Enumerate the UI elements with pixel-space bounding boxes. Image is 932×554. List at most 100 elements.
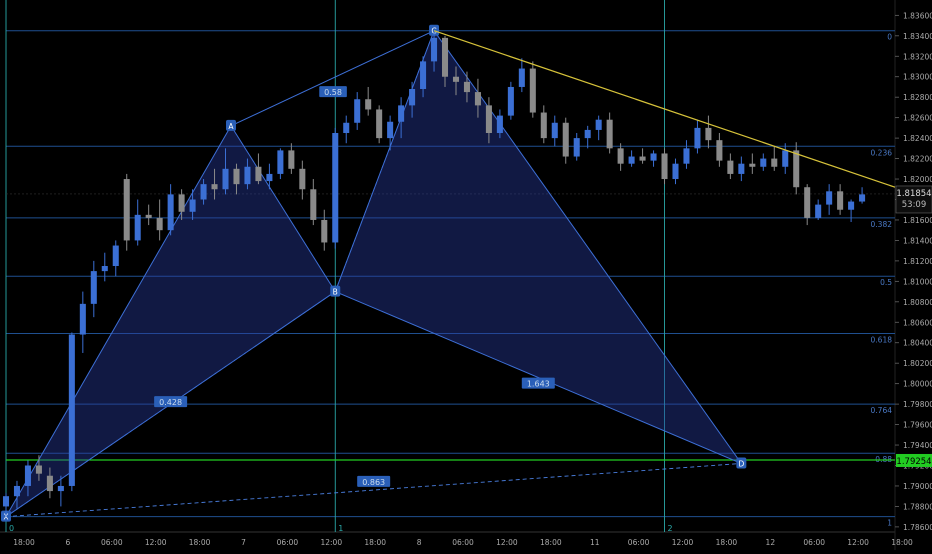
candle-body <box>255 166 262 182</box>
candle-body <box>771 158 778 167</box>
time-tick-label: 11 <box>590 538 600 547</box>
candle-body <box>277 150 284 174</box>
candle-body <box>639 156 646 161</box>
pattern-ratio-label: 1.643 <box>527 380 550 389</box>
price-tick-label: 1.80200 <box>903 359 932 368</box>
candle-body <box>101 266 108 272</box>
pattern-ratio-badge <box>319 86 347 98</box>
candle-body <box>441 37 449 77</box>
candle-body <box>24 465 31 486</box>
candle-body <box>859 194 866 202</box>
candle-body <box>749 163 756 167</box>
pattern-line-ac <box>230 30 435 127</box>
candle-body <box>562 122 569 157</box>
target-price-label <box>896 453 932 467</box>
candle-body <box>595 119 602 130</box>
candlesticks <box>2 30 866 517</box>
time-tick-label: 18:00 <box>189 538 211 547</box>
candle-body <box>804 187 811 218</box>
candle-body <box>650 153 657 161</box>
candle-body <box>727 160 734 174</box>
pattern-ratio-label: 0.58 <box>324 88 342 97</box>
candle-body <box>376 109 383 139</box>
pattern-ratio-badge <box>357 475 391 487</box>
candle-body <box>485 105 492 133</box>
pattern-ratio-label: 0.428 <box>159 398 182 407</box>
current-price-text: 1.81854 <box>896 189 931 199</box>
price-tick-label: 1.79600 <box>903 421 932 430</box>
pattern-point-badge <box>429 24 440 36</box>
price-tick-label: 1.80000 <box>903 380 932 389</box>
candle-body <box>189 199 196 212</box>
price-tick-label: 1.80400 <box>903 339 932 348</box>
candle-body <box>35 465 42 474</box>
candle-body <box>167 194 174 231</box>
candle-body <box>211 184 218 190</box>
time-tick-label: 8 <box>417 538 422 547</box>
candle-body <box>79 303 86 335</box>
pattern-point-label: B <box>333 288 338 297</box>
candle-body <box>123 179 130 241</box>
candle-body <box>200 184 207 200</box>
fib-level-label: 0.382 <box>871 220 893 229</box>
candle-body <box>661 153 668 180</box>
time-tick-label: 7 <box>241 538 246 547</box>
candle-body <box>716 140 723 161</box>
candle-body <box>584 129 591 139</box>
fib-level-label: 0.764 <box>871 406 893 415</box>
current-price-label <box>895 185 932 214</box>
candle-body <box>57 485 64 492</box>
time-tick-label: 12:00 <box>496 538 518 547</box>
fib-level-label: 1 <box>887 519 892 528</box>
price-tick-label: 1.83600 <box>903 11 932 20</box>
candle-body <box>782 150 789 167</box>
time-tick-label: 6 <box>66 538 71 547</box>
candle-body <box>266 173 273 182</box>
time-marker-label: 0 <box>9 524 14 533</box>
candle-body <box>343 122 350 133</box>
time-tick-label: 06:00 <box>277 538 299 547</box>
trendline[interactable] <box>433 30 896 188</box>
candle-body <box>529 68 536 113</box>
candle-body <box>46 475 53 492</box>
candle-body <box>518 68 525 87</box>
candle-body <box>321 219 328 243</box>
candle-body <box>848 201 855 210</box>
candle-body <box>178 194 185 212</box>
candle-body <box>222 168 229 190</box>
price-tick-label: 1.83200 <box>903 52 932 61</box>
time-axis-ticks: 18:00 6 06:00 12:00 18:00 7 06:00 12:00 18:00 8 06… <box>13 538 913 547</box>
fib-level-label: 0 <box>887 33 892 42</box>
candle-body <box>760 158 767 167</box>
candle-body <box>145 214 152 218</box>
fib-level-label: 0.5 <box>880 278 892 287</box>
pattern-ratio-label: 0.863 <box>362 478 385 487</box>
candle-body <box>540 112 547 139</box>
time-marker-label: 1 <box>338 524 343 533</box>
fib-level-label: 0.236 <box>871 148 893 157</box>
pattern-point-badge <box>225 119 236 131</box>
price-tick-label: 1.79000 <box>903 482 932 491</box>
pattern-point-label: D <box>738 459 744 468</box>
price-tick-label: 1.80800 <box>903 298 932 307</box>
candle-body <box>793 150 800 188</box>
pattern-point-label: A <box>228 122 234 131</box>
candle-body <box>387 121 394 139</box>
candle-body <box>288 150 295 169</box>
candle-body <box>672 163 679 180</box>
bar-countdown-text: 53:09 <box>902 200 927 210</box>
candle-body <box>837 191 844 210</box>
candle-body <box>365 99 372 110</box>
target-price-text: 1.79254 <box>896 457 931 467</box>
candle-body <box>233 168 240 185</box>
time-tick-label: 06:00 <box>628 538 650 547</box>
candle-body <box>332 133 339 243</box>
candle-body <box>156 217 163 231</box>
candle-body <box>683 148 690 164</box>
candle-body <box>398 105 405 122</box>
candle-body <box>244 166 251 185</box>
time-tick-label: 12:00 <box>145 538 167 547</box>
